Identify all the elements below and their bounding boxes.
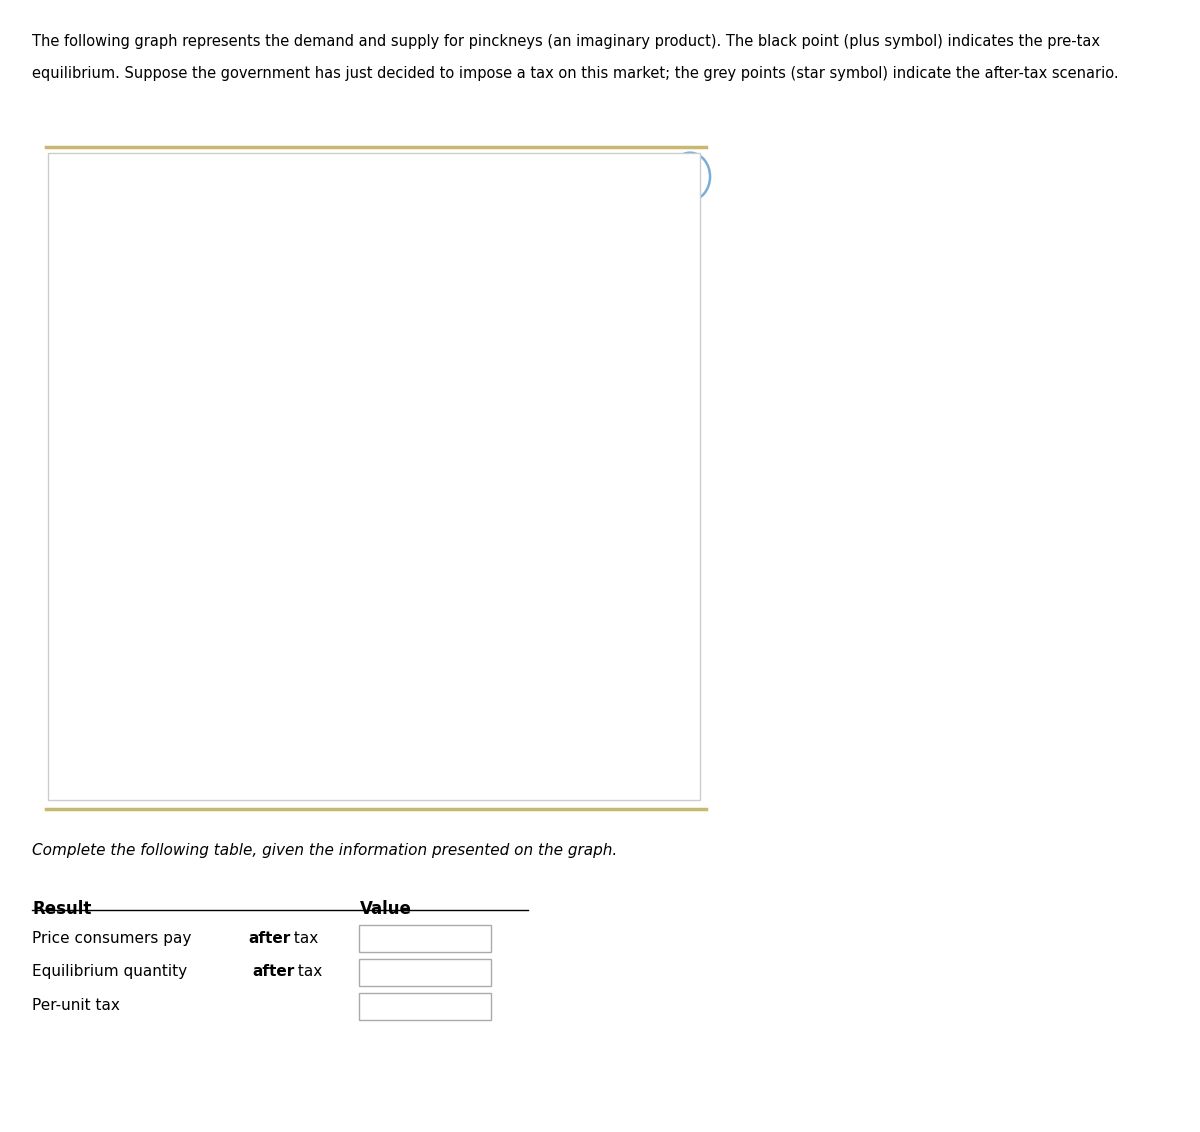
Text: Per-unit tax: Per-unit tax [32,998,120,1013]
Text: Result: Result [32,900,91,918]
Text: Equilibrium quantity: Equilibrium quantity [32,964,192,979]
Text: Demand: Demand [175,197,240,212]
Text: $: $ [364,931,373,945]
Text: F: F [206,578,217,597]
Text: $: $ [364,998,373,1013]
Text: C: C [344,408,356,424]
Text: Supply: Supply [443,299,494,314]
Text: The following graph represents the demand and supply for pinckneys (an imaginary: The following graph represents the deman… [32,34,1100,49]
Text: Value: Value [360,900,412,918]
Polygon shape [138,455,331,522]
Text: tax: tax [289,931,318,945]
Text: E: E [344,473,355,491]
Polygon shape [138,158,331,389]
Polygon shape [138,522,331,753]
Text: Price consumers pay: Price consumers pay [32,931,197,945]
Y-axis label: PRICE (Dollars per pinckney): PRICE (Dollars per pinckney) [66,366,80,585]
Text: ?: ? [685,168,695,186]
Text: A: A [205,275,218,293]
Text: equilibrium. Suppose the government has just decided to impose a tax on this mar: equilibrium. Suppose the government has … [32,66,1120,80]
Text: Complete the following table, given the information presented on the graph.: Complete the following table, given the … [32,843,618,858]
Text: tax: tax [293,964,322,979]
X-axis label: QUANTITY (Pinckneys): QUANTITY (Pinckneys) [302,784,472,800]
Text: after: after [252,964,294,979]
Polygon shape [138,389,331,455]
Polygon shape [331,455,386,522]
Text: B: B [205,413,218,431]
Text: after: after [248,931,290,945]
Polygon shape [331,389,386,456]
Text: D: D [205,480,218,498]
